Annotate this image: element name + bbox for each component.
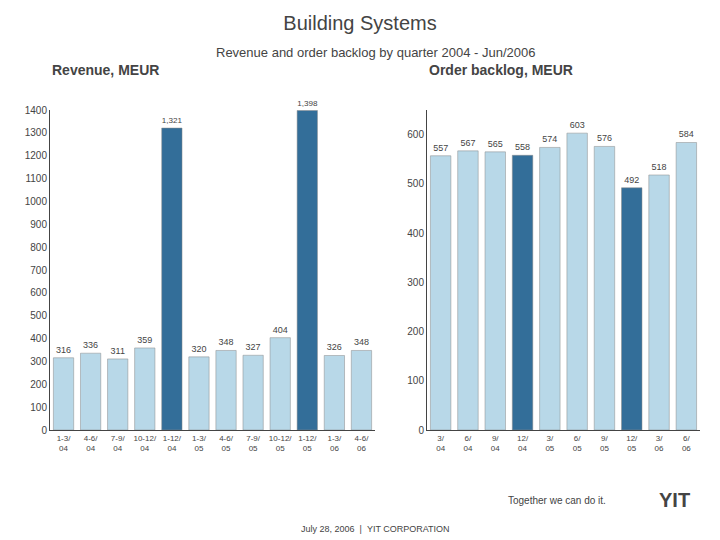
- svg-text:300: 300: [30, 356, 47, 367]
- svg-text:584: 584: [679, 129, 694, 139]
- svg-text:500: 500: [30, 310, 47, 321]
- svg-text:1-3/04: 1-3/04: [57, 434, 72, 453]
- svg-text:326: 326: [327, 342, 342, 352]
- svg-text:576: 576: [597, 133, 612, 143]
- svg-text:4-6/06: 4-6/06: [355, 434, 370, 453]
- svg-text:200: 200: [407, 326, 424, 337]
- svg-text:1100: 1100: [25, 173, 47, 184]
- svg-text:1-12/05: 1-12/05: [298, 434, 317, 453]
- svg-text:336: 336: [83, 340, 98, 350]
- svg-text:558: 558: [515, 142, 530, 152]
- svg-text:July 28, 2006 | YIT CORPORAT: July 28, 2006 | YIT CORPORATION: [301, 524, 450, 534]
- svg-text:Building Systems: Building Systems: [283, 12, 436, 34]
- svg-text:800: 800: [30, 242, 47, 253]
- svg-text:500: 500: [407, 178, 424, 189]
- svg-text:1-12/04: 1-12/04: [163, 434, 182, 453]
- svg-text:600: 600: [30, 287, 47, 298]
- svg-text:9/04: 9/04: [491, 434, 500, 453]
- svg-text:100: 100: [30, 402, 47, 413]
- svg-text:311: 311: [111, 346, 125, 356]
- svg-text:404: 404: [273, 325, 288, 335]
- svg-text:327: 327: [246, 342, 261, 352]
- svg-text:0: 0: [418, 425, 424, 436]
- svg-text:1300: 1300: [25, 127, 48, 138]
- svg-text:900: 900: [30, 219, 47, 230]
- svg-text:7-9/05: 7-9/05: [246, 434, 261, 453]
- svg-text:1-3/05: 1-3/05: [192, 434, 207, 453]
- svg-text:12/05: 12/05: [626, 434, 638, 453]
- svg-text:1000: 1000: [25, 196, 48, 207]
- svg-text:348: 348: [354, 337, 369, 347]
- svg-text:320: 320: [191, 344, 206, 354]
- svg-text:Revenue and order backlog by q: Revenue and order backlog by quarter 200…: [216, 45, 535, 60]
- svg-text:1,321: 1,321: [162, 116, 183, 125]
- svg-text:4-6/05: 4-6/05: [219, 434, 234, 453]
- svg-text:359: 359: [137, 335, 152, 345]
- svg-text:600: 600: [407, 129, 424, 140]
- svg-text:Order backlog, MEUR: Order backlog, MEUR: [429, 62, 573, 78]
- svg-text:1400: 1400: [25, 105, 48, 116]
- svg-text:400: 400: [407, 228, 424, 239]
- svg-text:300: 300: [407, 277, 424, 288]
- svg-text:316: 316: [56, 345, 71, 355]
- svg-text:0: 0: [41, 425, 47, 436]
- svg-text:3/05: 3/05: [545, 434, 554, 453]
- svg-text:557: 557: [433, 143, 448, 153]
- svg-text:1,398: 1,398: [297, 99, 318, 108]
- svg-text:100: 100: [407, 375, 424, 386]
- svg-text:Together we can do it.: Together we can do it.: [508, 495, 606, 506]
- svg-text:7-9/04: 7-9/04: [111, 434, 126, 453]
- svg-text:6/04: 6/04: [463, 434, 472, 453]
- svg-text:12/04: 12/04: [517, 434, 529, 453]
- svg-text:1200: 1200: [25, 150, 48, 161]
- svg-text:9/05: 9/05: [600, 434, 609, 453]
- svg-text:3/04: 3/04: [436, 434, 445, 453]
- svg-text:565: 565: [488, 139, 503, 149]
- svg-text:518: 518: [652, 162, 667, 172]
- svg-text:700: 700: [30, 265, 47, 276]
- svg-text:603: 603: [570, 120, 585, 130]
- svg-text:10-12/05: 10-12/05: [269, 434, 292, 453]
- svg-text:6/06: 6/06: [682, 434, 691, 453]
- svg-text:YIT: YIT: [659, 489, 690, 511]
- svg-text:1-3/06: 1-3/06: [327, 434, 342, 453]
- svg-text:4-6/04: 4-6/04: [84, 434, 99, 453]
- svg-text:6/05: 6/05: [573, 434, 582, 453]
- svg-text:348: 348: [219, 337, 234, 347]
- svg-text:492: 492: [624, 175, 639, 185]
- svg-text:Revenue, MEUR: Revenue, MEUR: [52, 62, 159, 78]
- svg-text:400: 400: [30, 333, 47, 344]
- svg-text:574: 574: [542, 134, 557, 144]
- svg-text:567: 567: [460, 138, 475, 148]
- svg-text:3/06: 3/06: [655, 434, 664, 453]
- svg-text:10-12/04: 10-12/04: [133, 434, 156, 453]
- svg-text:200: 200: [30, 379, 47, 390]
